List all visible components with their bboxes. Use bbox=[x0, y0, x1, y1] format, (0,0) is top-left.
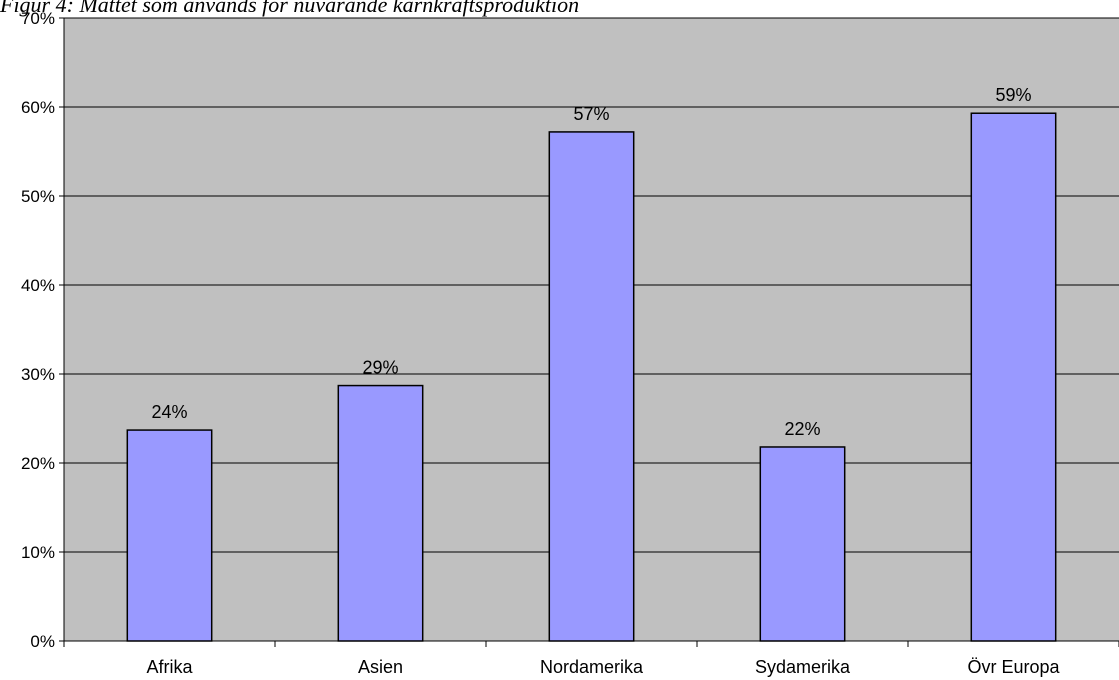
y-tick-label: 0% bbox=[30, 632, 55, 651]
x-tick-label: Övr Europa bbox=[967, 657, 1060, 677]
x-tick-label: Asien bbox=[358, 657, 403, 677]
labels: 0% 10% 20% 30% 40% 50% 60% 70% 24% Afrika 29% Asien… bbox=[21, 9, 1061, 677]
bar bbox=[548, 131, 635, 642]
x-tick-label: Nordamerika bbox=[540, 657, 644, 677]
x-tick-label: Sydamerika bbox=[755, 657, 851, 677]
y-tick-label: 20% bbox=[21, 454, 55, 473]
bar bbox=[126, 429, 213, 642]
data-label: 22% bbox=[784, 419, 820, 439]
x-tick-label: Afrika bbox=[146, 657, 193, 677]
data-label: 29% bbox=[362, 358, 398, 378]
bar bbox=[970, 112, 1057, 642]
axes bbox=[59, 17, 1119, 647]
y-tick-label: 70% bbox=[21, 9, 55, 28]
bar bbox=[759, 446, 846, 642]
chart-caption: Figur 4: Måttet som används för nuvarand… bbox=[0, 0, 579, 17]
y-tick-label: 40% bbox=[21, 276, 55, 295]
y-tick-label: 30% bbox=[21, 365, 55, 384]
data-label: 24% bbox=[151, 402, 187, 422]
data-label: 57% bbox=[573, 104, 609, 124]
data-label: 59% bbox=[995, 85, 1031, 105]
y-tick-label: 50% bbox=[21, 187, 55, 206]
bar bbox=[337, 384, 424, 642]
y-tick-label: 10% bbox=[21, 543, 55, 562]
y-tick-label: 60% bbox=[21, 98, 55, 117]
